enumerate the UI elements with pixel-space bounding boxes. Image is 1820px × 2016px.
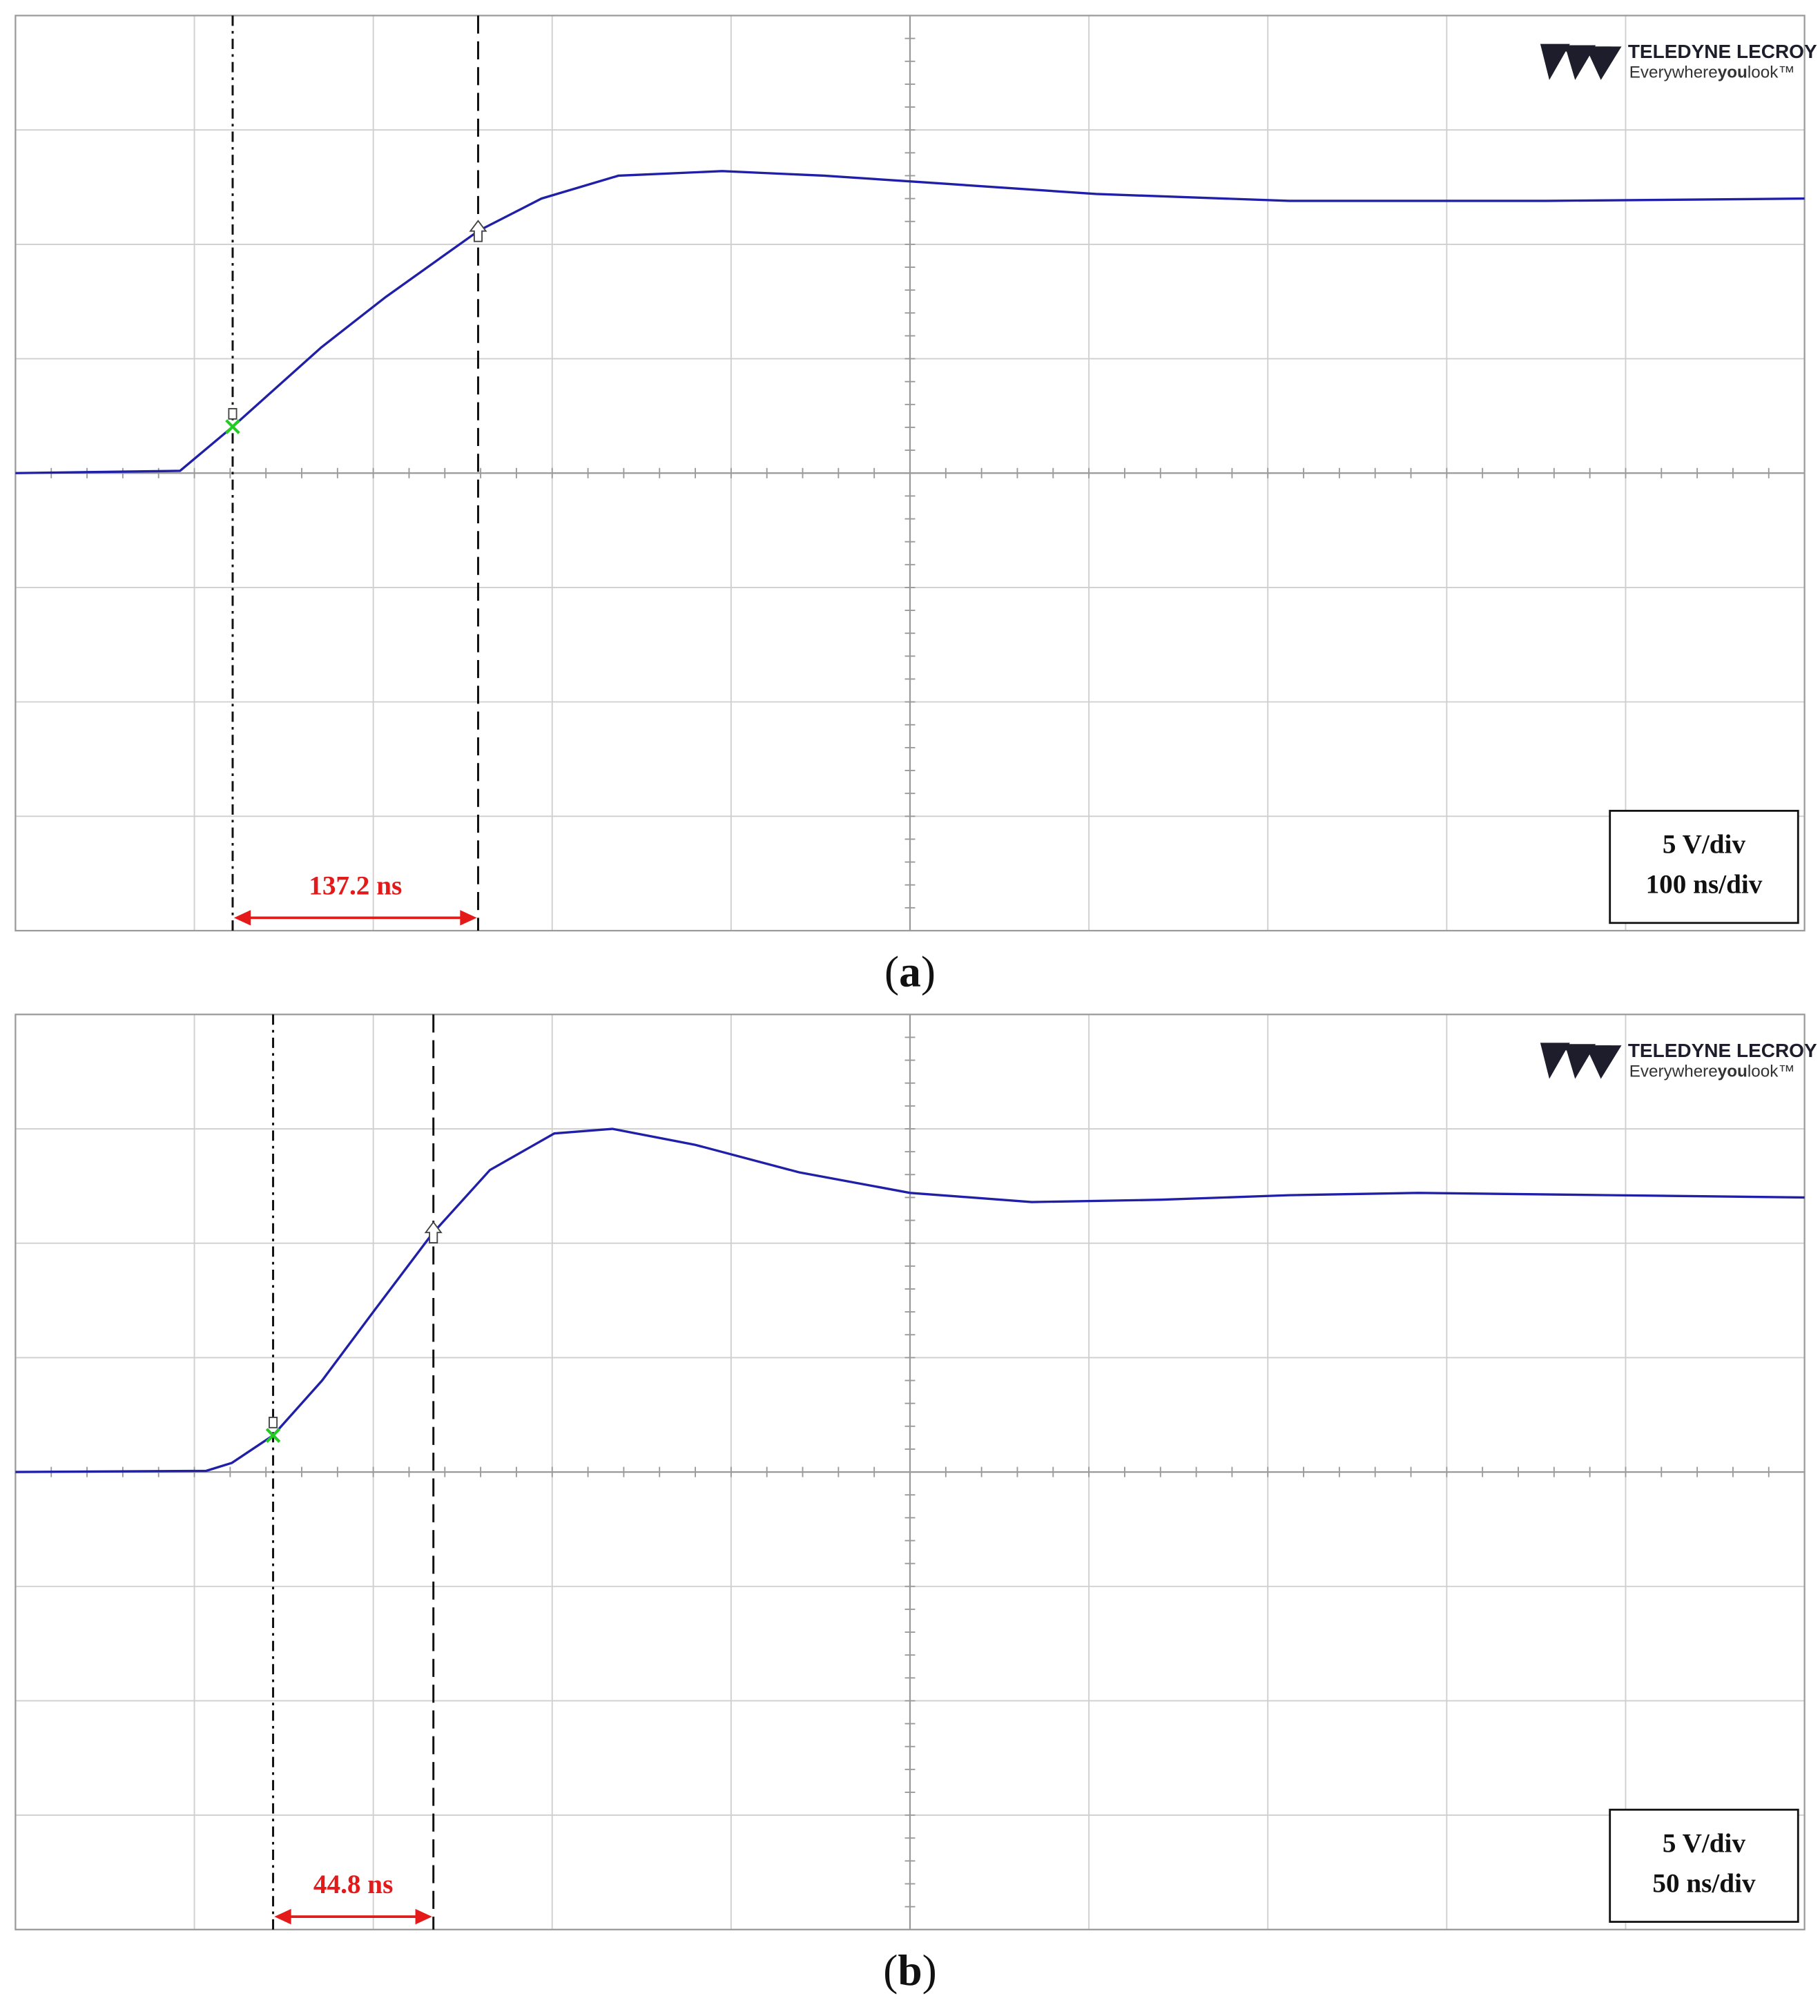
logo-brand: TELEDYNE LECROY — [1628, 41, 1817, 62]
caption-part: a — [899, 947, 921, 996]
measurement-label: 137.2 ns — [309, 871, 402, 900]
scale-label: 5 V/div — [1663, 1828, 1746, 1858]
cursor-arrow — [269, 1416, 278, 1428]
cursor-marker — [225, 419, 240, 434]
arrow-head — [460, 910, 477, 926]
cursor-marker — [424, 1221, 443, 1244]
scale-box — [1609, 809, 1799, 924]
tagline-part: you — [1718, 1063, 1748, 1081]
caption-part: ) — [922, 1946, 937, 1995]
logo-tagline: Everywhereyoulook™ — [1629, 1063, 1795, 1081]
cursor-marker — [469, 220, 487, 242]
logo-mark — [1585, 46, 1622, 80]
caption-part: ) — [921, 947, 936, 996]
panel-caption: (b) — [883, 1946, 937, 1995]
tagline-part: look™ — [1748, 64, 1795, 82]
cursor-marker — [265, 1428, 281, 1443]
logo-mark — [1540, 43, 1570, 80]
scale-label: 100 ns/div — [1646, 870, 1763, 900]
logo-mark — [1585, 1045, 1622, 1079]
scale-label: 50 ns/div — [1652, 1868, 1756, 1898]
scale-label: 5 V/div — [1663, 830, 1746, 860]
scale-box — [1609, 1808, 1799, 1923]
logo-brand: TELEDYNE LECROY — [1628, 1040, 1817, 1061]
cursor-arrow — [228, 407, 238, 420]
logo-tagline: Everywhereyoulook™ — [1629, 64, 1795, 82]
tagline-part: Everywhere — [1629, 1063, 1718, 1081]
logo-mark — [1551, 1045, 1611, 1056]
logo-mark — [1540, 1043, 1570, 1079]
logo-mark — [1551, 46, 1611, 57]
tagline-part: look™ — [1748, 1063, 1795, 1081]
arrow-head — [415, 1908, 432, 1925]
tagline-part: Everywhere — [1629, 64, 1718, 82]
caption-part: ( — [884, 947, 899, 996]
arrow-head — [274, 1908, 291, 1925]
caption-part: b — [898, 1946, 922, 1995]
measurement-label: 44.8 ns — [313, 1870, 393, 1899]
caption-part: ( — [883, 1946, 898, 1995]
arrow-head — [233, 910, 251, 926]
panel-caption: (a) — [884, 947, 936, 996]
tagline-part: you — [1718, 64, 1748, 82]
trace — [15, 170, 1805, 474]
